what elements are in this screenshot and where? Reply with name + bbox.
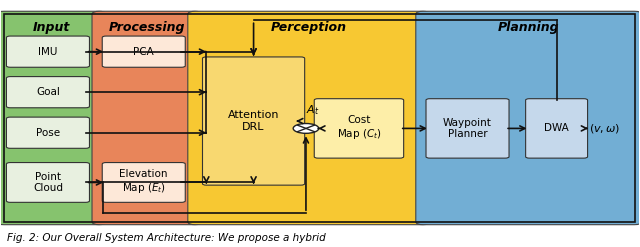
FancyBboxPatch shape (6, 77, 90, 108)
FancyBboxPatch shape (188, 11, 430, 225)
FancyBboxPatch shape (314, 99, 404, 158)
FancyBboxPatch shape (525, 99, 588, 158)
Text: PCA: PCA (133, 47, 154, 57)
Text: Processing: Processing (109, 21, 185, 34)
FancyBboxPatch shape (92, 11, 202, 225)
Text: Planning: Planning (498, 21, 559, 34)
Text: IMU: IMU (38, 47, 58, 57)
Text: Input: Input (33, 21, 70, 34)
Text: Waypoint
Planner: Waypoint Planner (443, 118, 492, 139)
FancyBboxPatch shape (6, 163, 90, 202)
FancyBboxPatch shape (6, 117, 90, 148)
FancyBboxPatch shape (0, 11, 106, 225)
Text: Fig. 2: Our Overall System Architecture: We propose a hybrid: Fig. 2: Our Overall System Architecture:… (7, 233, 326, 243)
Text: Pose: Pose (36, 128, 60, 138)
Text: Attention
DRL: Attention DRL (228, 110, 279, 132)
FancyBboxPatch shape (102, 163, 185, 202)
Text: Goal: Goal (36, 87, 60, 97)
Text: $(v, \omega)$: $(v, \omega)$ (589, 122, 621, 135)
Text: Point
Cloud: Point Cloud (33, 172, 63, 193)
FancyBboxPatch shape (102, 36, 185, 67)
Text: Perception: Perception (271, 21, 347, 34)
Text: DWA: DWA (544, 124, 569, 133)
Text: Cost
Map $(C_t)$: Cost Map $(C_t)$ (337, 115, 381, 142)
FancyBboxPatch shape (6, 36, 90, 67)
Circle shape (293, 124, 319, 133)
Text: Elevation
Map $(E_t)$: Elevation Map $(E_t)$ (120, 169, 168, 195)
FancyBboxPatch shape (202, 57, 305, 185)
FancyBboxPatch shape (416, 11, 640, 225)
FancyBboxPatch shape (426, 99, 509, 158)
Text: $A_t$: $A_t$ (305, 103, 319, 117)
